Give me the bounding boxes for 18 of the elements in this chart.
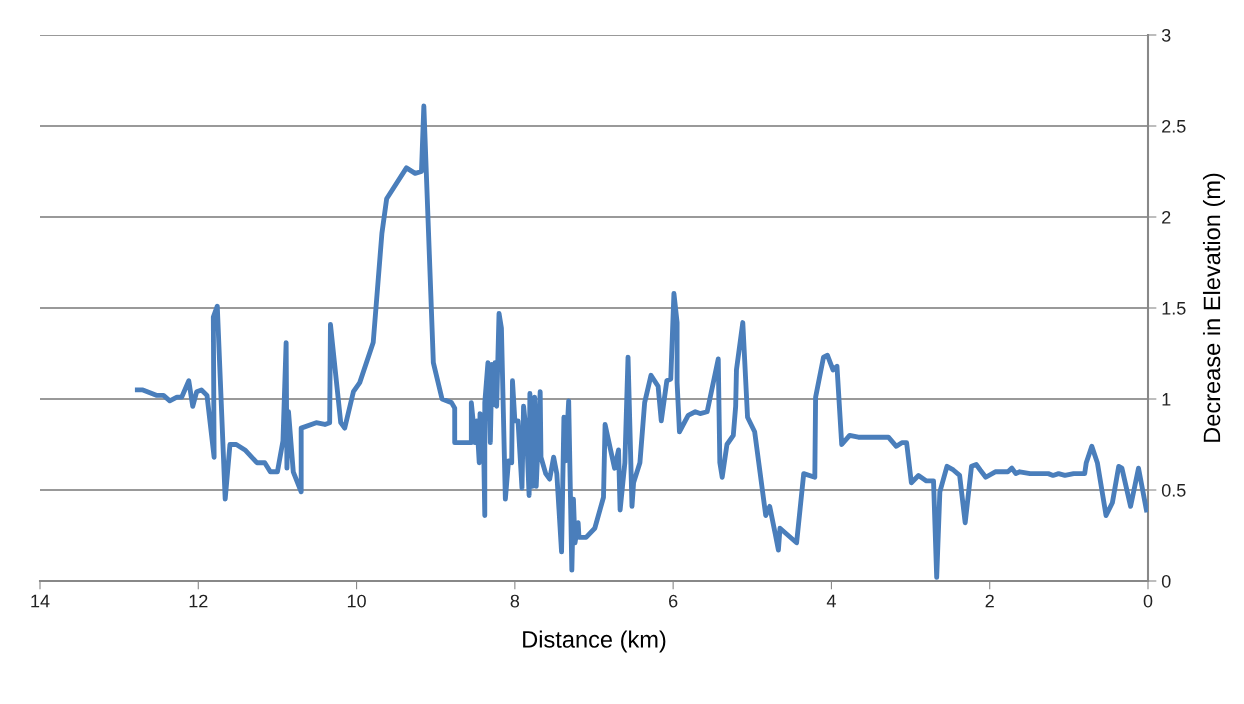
x-axis-title: Distance (km) (523, 630, 666, 653)
y-tick-label: 2 (1162, 210, 1171, 224)
x-tick-label: 6 (669, 594, 678, 608)
x-tick-label: 12 (189, 594, 208, 608)
y-tick-label: 1 (1162, 393, 1171, 406)
x-tick-label: 8 (510, 594, 520, 608)
line-series (134, 103, 1148, 580)
x-tick-label: 10 (347, 594, 366, 608)
x-tick-label: 4 (826, 594, 836, 608)
y-tick-label: 0 (1161, 574, 1171, 588)
y-tick-label: 3 (1161, 28, 1171, 42)
x-tick-label: 0 (1143, 594, 1153, 608)
x-tick-label: 2 (985, 594, 994, 608)
y-tick-label: 1.5 (1162, 302, 1186, 315)
y-tick-label: 2.5 (1162, 119, 1186, 133)
x-tick-label: 14 (31, 594, 50, 608)
y-axis-title: Decrease in Elevation (m) (1202, 173, 1225, 442)
y-tick-label: 0.5 (1161, 483, 1186, 497)
